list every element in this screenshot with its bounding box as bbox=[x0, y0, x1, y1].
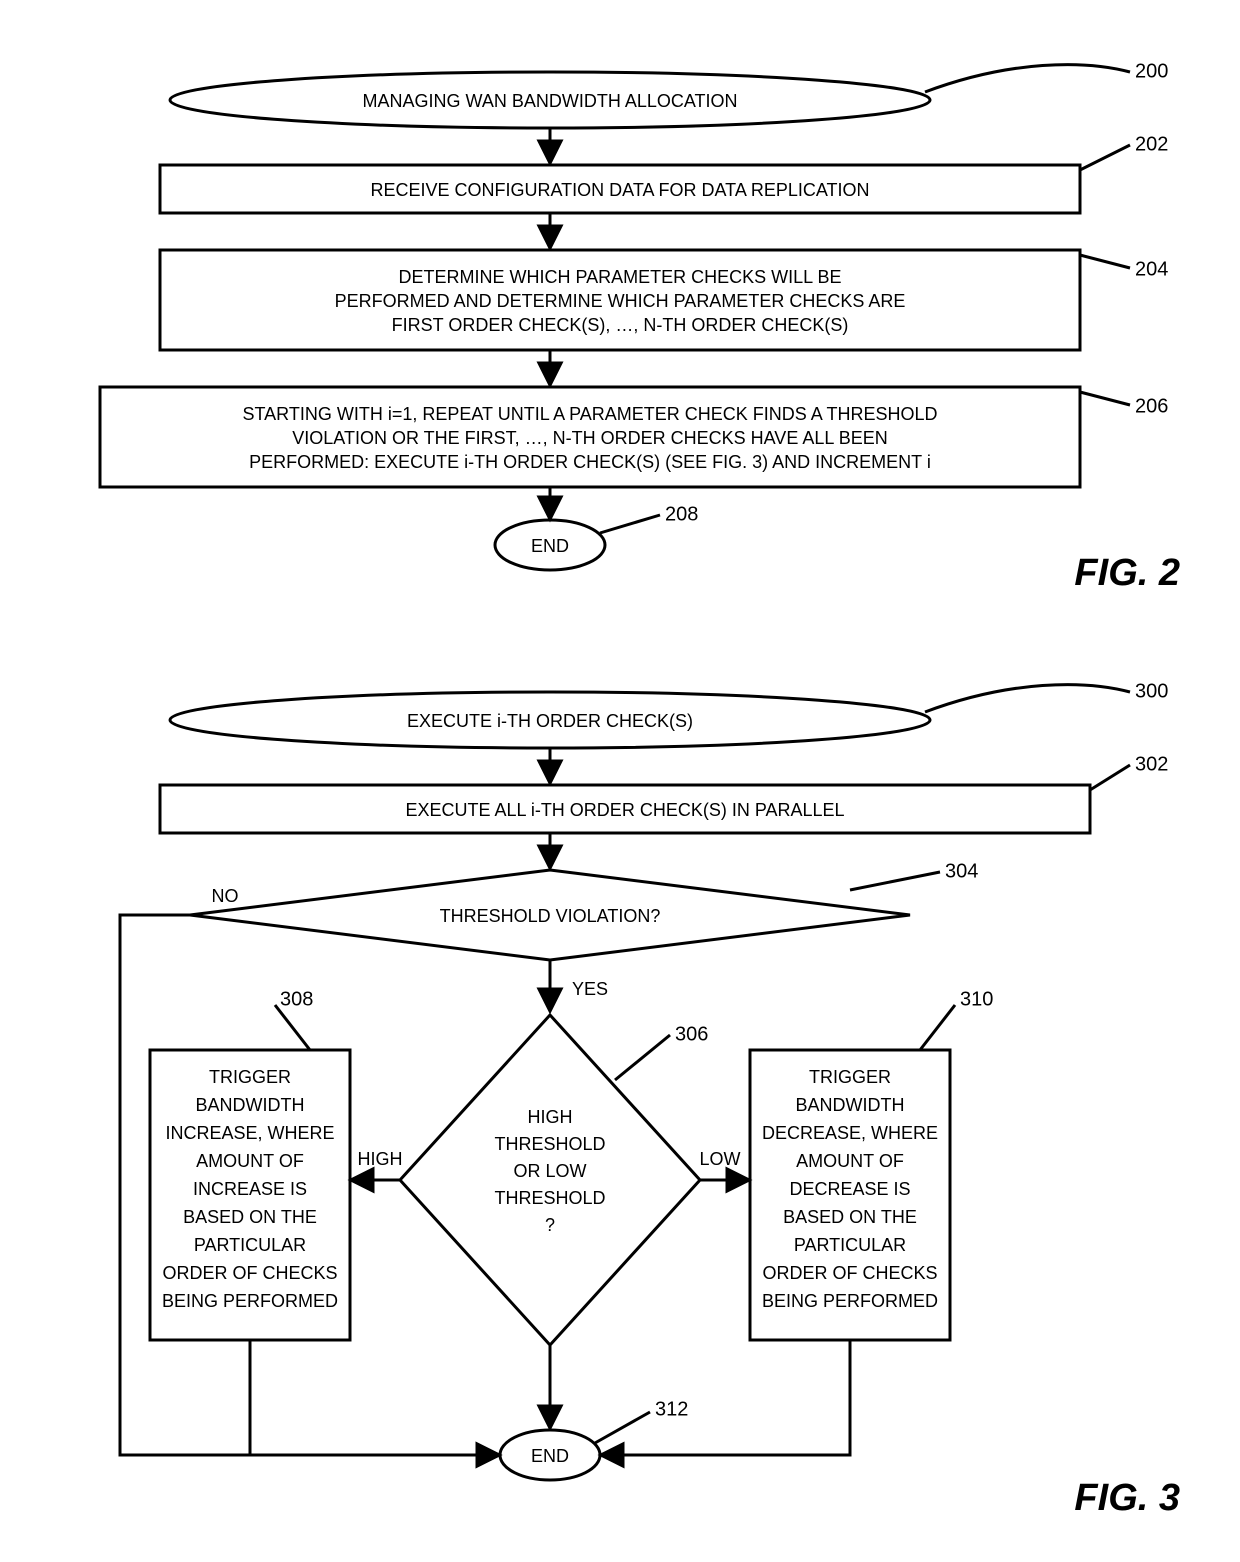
node-306-label: 306 bbox=[675, 1023, 708, 1045]
node-206: STARTING WITH i=1, REPEAT UNTIL A PARAME… bbox=[100, 387, 1168, 487]
n310-l9: BEING PERFORMED bbox=[762, 1291, 938, 1311]
node-208: END 208 bbox=[495, 503, 698, 570]
node-304: THRESHOLD VIOLATION? 304 bbox=[190, 860, 978, 960]
node-306-l2: THRESHOLD bbox=[494, 1134, 605, 1154]
node-306-l5: ? bbox=[545, 1215, 555, 1235]
n308-l7: PARTICULAR bbox=[194, 1235, 306, 1255]
n308-l2: BANDWIDTH bbox=[196, 1095, 305, 1115]
edge-yes-label: YES bbox=[572, 979, 608, 999]
edge-308-end bbox=[250, 1340, 498, 1455]
node-312-text: END bbox=[531, 1446, 569, 1466]
node-306-l4: THRESHOLD bbox=[494, 1188, 605, 1208]
diagram-root: MANAGING WAN BANDWIDTH ALLOCATION 200 RE… bbox=[0, 0, 1240, 1562]
node-206-label: 206 bbox=[1135, 395, 1168, 417]
n308-l8: ORDER OF CHECKS bbox=[162, 1263, 337, 1283]
n310-l7: PARTICULAR bbox=[794, 1235, 906, 1255]
node-306-l1: HIGH bbox=[528, 1107, 573, 1127]
figure-3: EXECUTE i-TH ORDER CHECK(S) 300 EXECUTE … bbox=[120, 680, 1180, 1519]
figure-2: MANAGING WAN BANDWIDTH ALLOCATION 200 RE… bbox=[100, 60, 1180, 594]
n308-l5: INCREASE IS bbox=[193, 1179, 307, 1199]
node-312-label: 312 bbox=[655, 1398, 688, 1420]
node-206-line1: STARTING WITH i=1, REPEAT UNTIL A PARAME… bbox=[243, 404, 938, 424]
fig2-title: FIG. 2 bbox=[1074, 552, 1180, 594]
n310-l2: BANDWIDTH bbox=[796, 1095, 905, 1115]
node-302-label: 302 bbox=[1135, 753, 1168, 775]
node-206-line3: PERFORMED: EXECUTE i-TH ORDER CHECK(S) (… bbox=[249, 452, 931, 472]
n308-l9: BEING PERFORMED bbox=[162, 1291, 338, 1311]
node-204: DETERMINE WHICH PARAMETER CHECKS WILL BE… bbox=[160, 250, 1168, 350]
node-208-text: END bbox=[531, 536, 569, 556]
node-204-line1: DETERMINE WHICH PARAMETER CHECKS WILL BE bbox=[398, 267, 841, 287]
n310-l1: TRIGGER bbox=[809, 1067, 891, 1087]
n310-l3: DECREASE, WHERE bbox=[762, 1123, 938, 1143]
node-200-label: 200 bbox=[1135, 60, 1168, 82]
edge-low-label: LOW bbox=[699, 1149, 740, 1169]
node-202: RECEIVE CONFIGURATION DATA FOR DATA REPL… bbox=[160, 133, 1168, 213]
n310-l8: ORDER OF CHECKS bbox=[762, 1263, 937, 1283]
node-204-label: 204 bbox=[1135, 258, 1168, 280]
node-300-label: 300 bbox=[1135, 680, 1168, 702]
node-310-label: 310 bbox=[960, 988, 993, 1010]
node-200-text: MANAGING WAN BANDWIDTH ALLOCATION bbox=[362, 91, 737, 111]
n310-l5: DECREASE IS bbox=[789, 1179, 910, 1199]
node-204-line3: FIRST ORDER CHECK(S), …, N-TH ORDER CHEC… bbox=[392, 315, 849, 335]
node-206-line2: VIOLATION OR THE FIRST, …, N-TH ORDER CH… bbox=[292, 428, 887, 448]
node-208-label: 208 bbox=[665, 503, 698, 525]
node-200: MANAGING WAN BANDWIDTH ALLOCATION 200 bbox=[170, 60, 1168, 128]
n308-l6: BASED ON THE bbox=[183, 1207, 317, 1227]
node-306: HIGH THRESHOLD OR LOW THRESHOLD ? 306 bbox=[400, 1015, 708, 1345]
edge-310-end bbox=[602, 1340, 850, 1455]
node-304-label: 304 bbox=[945, 860, 978, 882]
node-202-text: RECEIVE CONFIGURATION DATA FOR DATA REPL… bbox=[370, 180, 869, 200]
node-308-label: 308 bbox=[280, 988, 313, 1010]
edge-high-label: HIGH bbox=[358, 1149, 403, 1169]
node-302-text: EXECUTE ALL i-TH ORDER CHECK(S) IN PARAL… bbox=[405, 800, 844, 820]
fig3-title: FIG. 3 bbox=[1074, 1477, 1180, 1519]
n310-l4: AMOUNT OF bbox=[796, 1151, 904, 1171]
node-300-text: EXECUTE i-TH ORDER CHECK(S) bbox=[407, 711, 693, 731]
edge-304-no: NO bbox=[120, 886, 498, 1455]
node-312: END 312 bbox=[500, 1398, 688, 1480]
node-300: EXECUTE i-TH ORDER CHECK(S) 300 bbox=[170, 680, 1168, 748]
n308-l1: TRIGGER bbox=[209, 1067, 291, 1087]
edge-no-label: NO bbox=[212, 886, 239, 906]
node-310: TRIGGER BANDWIDTH DECREASE, WHERE AMOUNT… bbox=[750, 988, 993, 1340]
node-304-text: THRESHOLD VIOLATION? bbox=[440, 906, 661, 926]
node-308: TRIGGER BANDWIDTH INCREASE, WHERE AMOUNT… bbox=[150, 988, 350, 1340]
node-302: EXECUTE ALL i-TH ORDER CHECK(S) IN PARAL… bbox=[160, 753, 1168, 833]
n310-l6: BASED ON THE bbox=[783, 1207, 917, 1227]
n308-l3: INCREASE, WHERE bbox=[165, 1123, 334, 1143]
node-202-label: 202 bbox=[1135, 133, 1168, 155]
node-204-line2: PERFORMED AND DETERMINE WHICH PARAMETER … bbox=[335, 291, 906, 311]
node-306-l3: OR LOW bbox=[513, 1161, 586, 1181]
n308-l4: AMOUNT OF bbox=[196, 1151, 304, 1171]
